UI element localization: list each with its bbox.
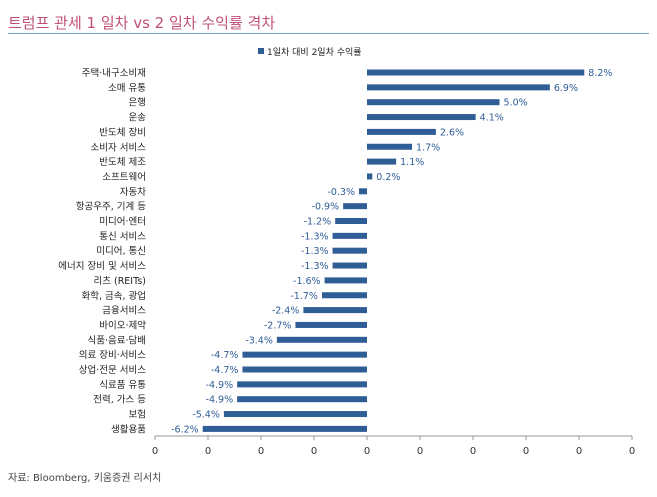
bar xyxy=(343,203,367,210)
value-label: -0.3% xyxy=(327,187,355,198)
value-label: 1.1% xyxy=(400,157,424,168)
category-label: 소매 유통 xyxy=(108,83,146,94)
bar xyxy=(367,173,373,180)
value-label: -4.9% xyxy=(206,395,234,406)
category-label: 반도체 장비 xyxy=(99,127,146,138)
bar xyxy=(237,381,367,388)
value-label: -1.7% xyxy=(290,291,318,302)
bar xyxy=(303,307,367,314)
value-label: 6.9% xyxy=(554,83,578,94)
bar xyxy=(367,114,476,121)
bar xyxy=(367,99,500,106)
bar xyxy=(367,143,413,150)
x-tick-label: 0 xyxy=(152,446,158,457)
x-tick-label: 0 xyxy=(417,446,423,457)
category-label: 리츠 (REITs) xyxy=(94,276,147,287)
category-label: 통신 서비스 xyxy=(99,231,146,242)
legend: 1일차 대비 2일차 수익률 xyxy=(258,46,362,58)
value-label: -4.7% xyxy=(211,365,239,376)
x-tick-label: 0 xyxy=(364,446,370,457)
category-label: 의료 장비·서비스 xyxy=(79,350,146,361)
value-label: 2.6% xyxy=(440,127,464,138)
category-label: 보험 xyxy=(129,410,146,421)
x-tick-label: 0 xyxy=(311,446,317,457)
category-label: 은행 xyxy=(129,97,146,109)
value-label: -0.9% xyxy=(312,202,340,213)
bar xyxy=(324,277,367,284)
category-label: 생활용품 xyxy=(111,423,146,435)
chart-title: 트럼프 관세 1 일차 vs 2 일차 수익률 격차 xyxy=(8,14,276,32)
value-label: -1.2% xyxy=(304,217,332,228)
value-label: -1.3% xyxy=(301,261,329,272)
value-label: -6.2% xyxy=(171,424,199,435)
bar xyxy=(367,158,397,165)
x-tick-label: 0 xyxy=(629,446,635,457)
bar xyxy=(242,351,367,358)
bar xyxy=(276,336,367,343)
bar xyxy=(321,292,367,299)
legend-swatch xyxy=(258,48,264,54)
category-label: 소프트웨어 xyxy=(102,171,146,183)
x-tick-label: 0 xyxy=(576,446,582,457)
bar xyxy=(295,321,367,328)
value-label: -4.9% xyxy=(206,380,234,391)
bar xyxy=(367,128,436,135)
category-label: 미디어, 통신 xyxy=(96,246,146,257)
bar xyxy=(359,188,367,195)
value-label: -1.3% xyxy=(301,231,329,242)
bar xyxy=(223,411,367,418)
category-label: 항공우주, 기계 등 xyxy=(76,201,146,213)
x-tick-label: 0 xyxy=(470,446,476,457)
category-label: 화학, 금속, 광업 xyxy=(81,290,146,302)
value-label: -4.7% xyxy=(211,350,239,361)
bars: 주택·내구소비재 8.2% 소매 유통 6.9% 은행 5.0% 운송 4.1% 반도체 장비 2… xyxy=(58,68,612,435)
value-label: 8.2% xyxy=(588,68,612,79)
value-label: 5.0% xyxy=(504,98,528,109)
value-label: -1.6% xyxy=(293,276,321,287)
category-label: 식품·음료·담배 xyxy=(88,334,146,346)
category-label: 소비자 서비스 xyxy=(91,142,147,153)
x-tick-label: 0 xyxy=(205,446,211,457)
category-label: 상업·전문 서비스 xyxy=(79,364,146,376)
source-note: 자료: Bloomberg, 키움증권 리서치 xyxy=(8,473,162,484)
value-label: -2.7% xyxy=(264,320,292,331)
category-label: 자동차 xyxy=(120,186,146,198)
value-label: -3.4% xyxy=(245,335,273,346)
category-label: 에너지 장비 및 서비스 xyxy=(58,260,146,272)
bar xyxy=(367,84,550,91)
bar xyxy=(332,232,367,239)
value-label: 0.2% xyxy=(376,172,400,183)
category-label: 주택·내구소비재 xyxy=(82,68,146,79)
category-label: 운송 xyxy=(129,113,147,124)
bar xyxy=(237,396,367,403)
value-label: -1.3% xyxy=(301,246,329,257)
bar xyxy=(242,366,367,373)
value-label: 1.7% xyxy=(416,142,440,153)
category-label: 바이오·제약 xyxy=(99,319,146,331)
bar xyxy=(367,69,585,76)
bar xyxy=(202,425,367,432)
value-label: -5.4% xyxy=(192,410,220,421)
x-tick-label: 0 xyxy=(258,446,264,457)
value-label: 4.1% xyxy=(480,113,504,124)
category-label: 금융서비스 xyxy=(102,306,146,317)
legend-label: 1일차 대비 2일차 수익률 xyxy=(267,46,362,58)
category-label: 미디어·엔터 xyxy=(99,217,146,228)
bar xyxy=(335,218,367,224)
bar xyxy=(332,262,367,269)
title-divider xyxy=(8,33,649,34)
bar xyxy=(332,247,367,254)
x-tick-label: 0 xyxy=(523,446,529,457)
category-label: 식료품 유통 xyxy=(99,380,146,391)
value-label: -2.4% xyxy=(272,306,300,317)
category-label: 반도체 제조 xyxy=(99,157,146,168)
x-axis: 0 0 0 0 0 0 0 0 0 0 xyxy=(152,435,635,457)
category-label: 전력, 가스 등 xyxy=(93,394,146,406)
